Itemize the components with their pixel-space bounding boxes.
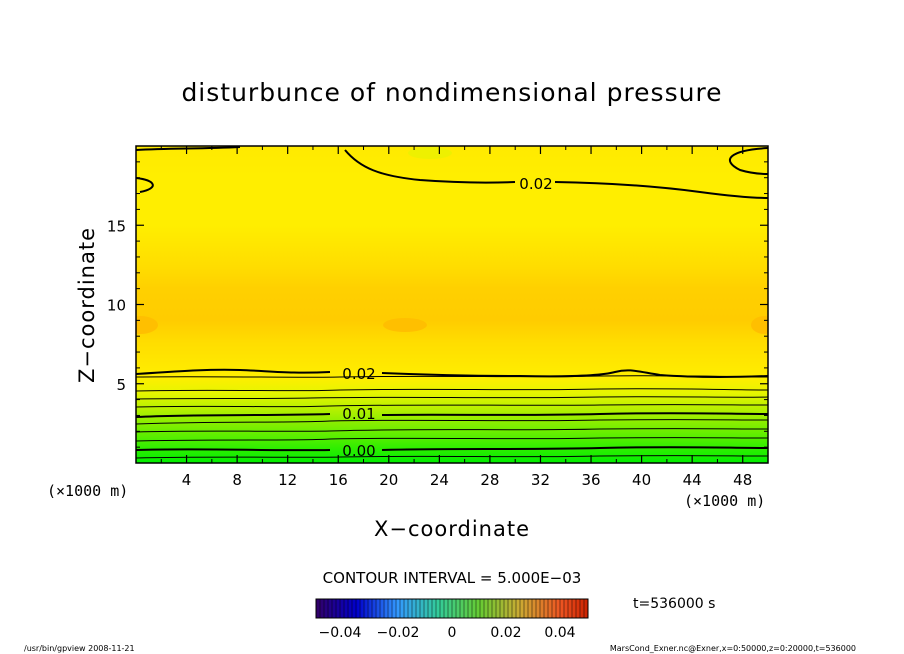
contour-lines-bold: [136, 146, 768, 452]
footer-right: MarsCond_Exner.nc@Exner,x=0:50000,z=0:20…: [610, 644, 856, 653]
field-cell-max-right: [751, 316, 768, 334]
x-unit-left: (×1000 m): [47, 482, 128, 500]
field-background: [136, 146, 768, 463]
x-unit-right: (×1000 m): [684, 492, 765, 510]
y-axis-ticks: 5 10 15: [107, 161, 768, 448]
contour-label: 0.02: [519, 175, 552, 193]
field-cell-max-left: [136, 316, 158, 334]
y-tick-label: 10: [107, 297, 126, 315]
y-tick-label: 15: [107, 217, 126, 235]
x-tick-label: 40: [632, 471, 651, 489]
contour-lines-thin: [136, 375, 768, 459]
y-tick-label: 5: [116, 376, 126, 394]
x-tick-label: 8: [232, 471, 242, 489]
colorbar: [315, 598, 589, 619]
field-cell-max: [383, 318, 427, 332]
x-axis-label: X−coordinate: [374, 517, 530, 541]
y-axis-label: Z−coordinate: [75, 227, 99, 383]
colorbar-ticks: −0.04 −0.02 0 0.02 0.04: [319, 625, 576, 641]
footer-left: /usr/bin/gpview 2008-11-21: [24, 644, 135, 653]
contour-label: 0.00: [342, 442, 375, 460]
field-cell-top: [408, 147, 452, 159]
contour-label: 0.01: [342, 405, 375, 423]
contour-interval-text: CONTOUR INTERVAL = 5.000E−03: [323, 569, 582, 587]
x-tick-label: 20: [379, 471, 398, 489]
chart-title: disturbunce of nondimensional pressure: [181, 78, 722, 107]
x-tick-label: 24: [430, 471, 449, 489]
x-tick-label: 48: [733, 471, 752, 489]
x-tick-label: 44: [683, 471, 702, 489]
colorbar-tick-label: 0.02: [490, 625, 521, 641]
plot-field: [136, 146, 768, 463]
x-tick-label: 28: [480, 471, 499, 489]
x-tick-label: 12: [278, 471, 297, 489]
time-text: t=536000 s: [633, 596, 715, 612]
x-tick-label: 4: [182, 471, 192, 489]
colorbar-ramp: [315, 598, 589, 619]
colorbar-tick-label: −0.02: [377, 625, 420, 641]
x-tick-label: 32: [531, 471, 550, 489]
colorbar-stripes: [319, 599, 585, 618]
colorbar-tick-label: −0.04: [319, 625, 362, 641]
colorbar-tick-label: 0.04: [544, 625, 575, 641]
colorbar-tick-label: 0: [448, 625, 457, 641]
x-axis-ticks: 4 8 12 16 20 24 28 32 36 40 44 48: [160, 146, 752, 489]
contour-label: 0.02: [342, 365, 375, 383]
x-tick-label: 16: [329, 471, 348, 489]
x-tick-label: 36: [581, 471, 600, 489]
